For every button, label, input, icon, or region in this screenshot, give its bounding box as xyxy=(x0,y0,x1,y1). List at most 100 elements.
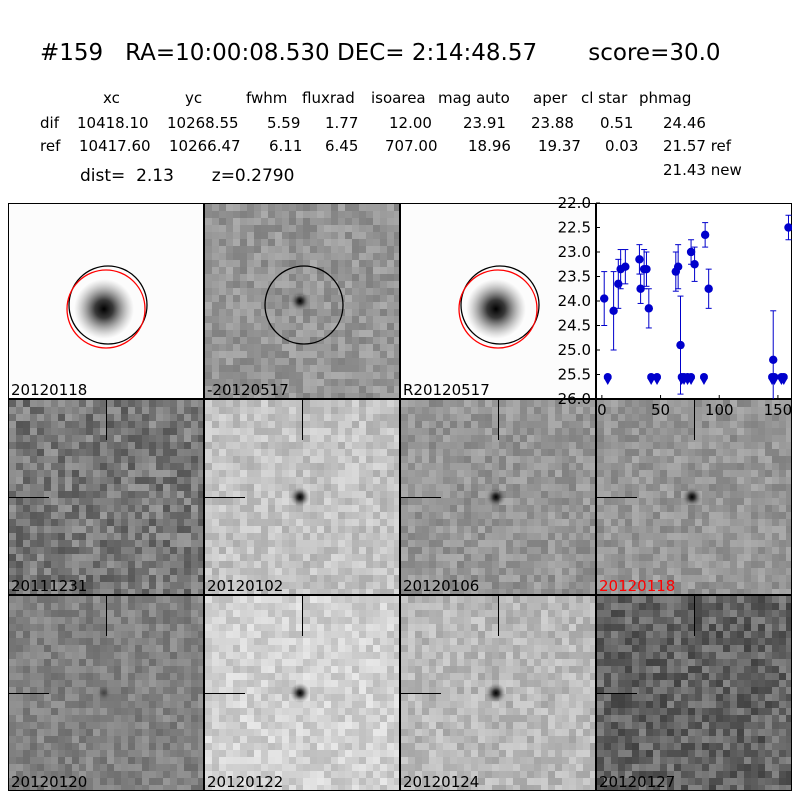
stamp-pixel xyxy=(520,400,527,407)
stamp-pixel xyxy=(485,484,492,491)
stamp-pixel xyxy=(93,372,100,379)
stamp-pixel xyxy=(37,526,44,533)
stamp-pixel xyxy=(198,505,203,512)
stamp-pixel xyxy=(149,498,156,505)
stamp-pixel xyxy=(331,358,338,365)
stamp-pixel xyxy=(520,358,527,365)
stamp-pixel xyxy=(135,281,142,288)
stamp-pixel xyxy=(597,400,604,407)
stamp-pixel xyxy=(373,393,380,398)
stamp-pixel xyxy=(100,568,107,575)
stamp-pixel xyxy=(324,442,331,449)
stamp-pixel xyxy=(338,477,345,484)
stamp-pixel xyxy=(555,575,562,582)
stamp-pixel xyxy=(590,351,595,358)
stamp-pixel xyxy=(212,379,219,386)
stamp-pixel xyxy=(65,323,72,330)
stamp-pixel xyxy=(212,204,219,211)
stamp-pixel xyxy=(240,281,247,288)
stamp-pixel xyxy=(562,330,569,337)
stamp-pixel xyxy=(149,337,156,344)
stamp-pixel xyxy=(219,204,226,211)
stamp-panel: 20120102 xyxy=(204,399,400,595)
stamp-pixel xyxy=(289,225,296,232)
stamp-pixel xyxy=(142,435,149,442)
stamp-pixel xyxy=(86,505,93,512)
stamp-pixel xyxy=(268,330,275,337)
stamp-pixel xyxy=(415,449,422,456)
stamp-pixel xyxy=(310,246,317,253)
stamp-pixel xyxy=(443,435,450,442)
stamp-pixel xyxy=(373,239,380,246)
stamp-pixel xyxy=(597,421,604,428)
stamp-pixel xyxy=(219,533,226,540)
stamp-pixel xyxy=(527,211,534,218)
stamp-pixel xyxy=(415,421,422,428)
stamp-pixel xyxy=(16,316,23,323)
stamp-pixel xyxy=(198,449,203,456)
row-label-ref: ref xyxy=(40,137,61,155)
stamp-pixel xyxy=(408,498,415,505)
stamp-pixel xyxy=(233,274,240,281)
stamp-pixel xyxy=(142,302,149,309)
stamp-pixel xyxy=(639,442,646,449)
stamp-pixel xyxy=(366,400,373,407)
stamp-pixel xyxy=(499,239,506,246)
stamp-pixel xyxy=(737,421,744,428)
stamp-pixel xyxy=(219,211,226,218)
stamp-pixel xyxy=(219,484,226,491)
stamp-pixel xyxy=(23,568,30,575)
stamp-pixel xyxy=(576,568,583,575)
stamp-pixel xyxy=(352,302,359,309)
stamp-pixel xyxy=(240,316,247,323)
stamp-pixel xyxy=(212,477,219,484)
stamp-pixel xyxy=(338,491,345,498)
stamp-pixel xyxy=(527,407,534,414)
stamp-pixel xyxy=(121,218,128,225)
stamp-pixel xyxy=(485,274,492,281)
stamp-pixel xyxy=(408,281,415,288)
stamp-pixel xyxy=(716,414,723,421)
stamp-pixel xyxy=(16,428,23,435)
stamp-pixel xyxy=(184,568,191,575)
stamp-pixel xyxy=(394,281,399,288)
stamp-pixel xyxy=(191,246,198,253)
stamp-pixel xyxy=(464,337,471,344)
stamp-pixel xyxy=(9,442,16,449)
stamp-pixel xyxy=(646,428,653,435)
stamp-pixel xyxy=(485,463,492,470)
stamp-pixel xyxy=(128,540,135,547)
stamp-pixel xyxy=(198,575,203,582)
stamp-pixel xyxy=(562,484,569,491)
stamp-pixel xyxy=(695,400,702,407)
stamp-pixel xyxy=(86,428,93,435)
stamp-pixel xyxy=(268,302,275,309)
stamp-pixel xyxy=(541,540,548,547)
stamp-pixel xyxy=(485,414,492,421)
stamp-pixel xyxy=(51,477,58,484)
stamp-pixel xyxy=(429,463,436,470)
stamp-pixel xyxy=(471,225,478,232)
stamp-pixel xyxy=(93,393,100,398)
stamp-pixel xyxy=(247,470,254,477)
stamp-pixel xyxy=(170,337,177,344)
stamp-pixel xyxy=(450,484,457,491)
stamp-pixel xyxy=(226,330,233,337)
stamp-pixel xyxy=(583,561,590,568)
stamp-pixel xyxy=(310,281,317,288)
stamp-pixel xyxy=(247,456,254,463)
stamp-pixel xyxy=(156,519,163,526)
stamp-pixel xyxy=(366,232,373,239)
stamp-pixel xyxy=(79,400,86,407)
stamp-pixel xyxy=(387,211,394,218)
stamp-pixel xyxy=(219,498,226,505)
stamp-pixel xyxy=(520,351,527,358)
stamp-pixel xyxy=(233,435,240,442)
stamp-pixel xyxy=(338,232,345,239)
stamp-pixel xyxy=(9,239,16,246)
stamp-pixel xyxy=(408,414,415,421)
stamp-pixel xyxy=(345,470,352,477)
stamp-pixel xyxy=(401,568,408,575)
stamp-pixel xyxy=(373,498,380,505)
stamp-pixel xyxy=(499,582,506,589)
